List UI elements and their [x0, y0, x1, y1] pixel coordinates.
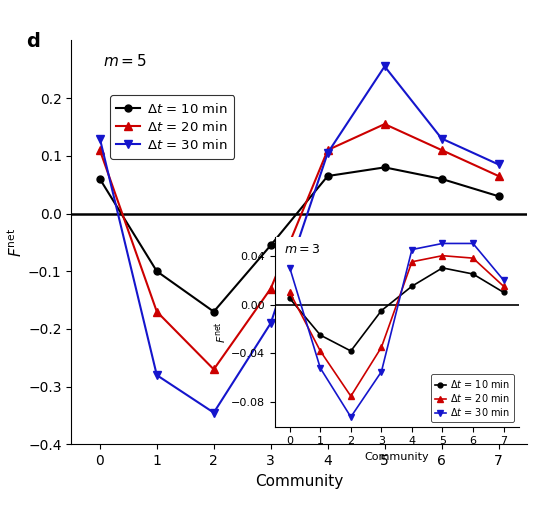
$\Delta t$ = 10 min	[495, 193, 502, 199]
$\Delta t$ = 20 min	[438, 147, 445, 153]
Text: d: d	[26, 32, 40, 52]
Y-axis label: $F^\mathrm{net}$: $F^\mathrm{net}$	[214, 321, 229, 343]
$\Delta t$ = 20 min	[439, 252, 446, 259]
$\Delta t$ = 30 min	[324, 150, 331, 156]
$\Delta t$ = 10 min	[287, 295, 293, 301]
$\Delta t$ = 30 min	[317, 365, 323, 371]
$\Delta t$ = 10 min	[317, 332, 323, 338]
$\Delta t$ = 10 min	[382, 164, 388, 170]
$\Delta t$ = 20 min	[210, 366, 217, 372]
$\Delta t$ = 20 min	[97, 147, 103, 153]
$\Delta t$ = 10 min	[97, 176, 103, 182]
$\Delta t$ = 30 min	[495, 162, 502, 168]
$\Delta t$ = 20 min	[500, 283, 507, 289]
$\Delta t$ = 30 min	[267, 320, 274, 326]
Line: $\Delta t$ = 10 min: $\Delta t$ = 10 min	[287, 266, 506, 353]
$\Delta t$ = 10 min	[324, 173, 331, 179]
$\Delta t$ = 20 min	[470, 255, 477, 261]
$\Delta t$ = 10 min	[378, 308, 385, 314]
Legend: $\Delta t$ = 10 min, $\Delta t$ = 20 min, $\Delta t$ = 30 min: $\Delta t$ = 10 min, $\Delta t$ = 20 min…	[110, 95, 234, 159]
$\Delta t$ = 10 min	[470, 271, 477, 277]
Text: $m = 5$: $m = 5$	[103, 53, 147, 69]
$\Delta t$ = 20 min	[495, 173, 502, 179]
Line: $\Delta t$ = 20 min: $\Delta t$ = 20 min	[96, 120, 503, 374]
X-axis label: Community: Community	[255, 474, 343, 489]
$\Delta t$ = 20 min	[287, 289, 293, 295]
$\Delta t$ = 10 min	[408, 283, 415, 289]
$\Delta t$ = 10 min	[500, 289, 507, 295]
$\Delta t$ = 20 min	[382, 121, 388, 127]
$\Delta t$ = 10 min	[210, 309, 217, 315]
$\Delta t$ = 30 min	[408, 246, 415, 252]
$\Delta t$ = 20 min	[154, 309, 160, 315]
Line: $\Delta t$ = 20 min: $\Delta t$ = 20 min	[287, 252, 507, 399]
$\Delta t$ = 30 min	[439, 240, 446, 246]
$\Delta t$ = 10 min	[267, 242, 274, 248]
Line: $\Delta t$ = 10 min: $\Delta t$ = 10 min	[97, 164, 502, 315]
X-axis label: Community: Community	[365, 452, 429, 462]
$\Delta t$ = 30 min	[97, 135, 103, 141]
$\Delta t$ = 20 min	[378, 344, 385, 350]
$\Delta t$ = 30 min	[382, 63, 388, 69]
Legend: $\Delta t$ = 10 min, $\Delta t$ = 20 min, $\Delta t$ = 30 min: $\Delta t$ = 10 min, $\Delta t$ = 20 min…	[430, 374, 514, 422]
$\Delta t$ = 30 min	[287, 265, 293, 271]
Y-axis label: $F^\mathrm{net}$: $F^\mathrm{net}$	[7, 228, 25, 257]
$\Delta t$ = 20 min	[317, 348, 323, 354]
$\Delta t$ = 30 min	[154, 372, 160, 378]
$\Delta t$ = 30 min	[348, 414, 354, 420]
Line: $\Delta t$ = 30 min: $\Delta t$ = 30 min	[287, 240, 507, 420]
$\Delta t$ = 20 min	[267, 285, 274, 291]
$\Delta t$ = 20 min	[324, 147, 331, 153]
$\Delta t$ = 10 min	[348, 348, 354, 354]
$\Delta t$ = 10 min	[154, 268, 160, 274]
$\Delta t$ = 20 min	[348, 393, 354, 399]
Text: $m = 3$: $m = 3$	[284, 243, 321, 256]
$\Delta t$ = 30 min	[210, 410, 217, 416]
$\Delta t$ = 30 min	[500, 277, 507, 283]
$\Delta t$ = 20 min	[408, 259, 415, 265]
Line: $\Delta t$ = 30 min: $\Delta t$ = 30 min	[96, 62, 503, 417]
$\Delta t$ = 30 min	[470, 240, 477, 246]
$\Delta t$ = 30 min	[378, 369, 385, 375]
$\Delta t$ = 30 min	[438, 135, 445, 141]
$\Delta t$ = 10 min	[439, 265, 446, 271]
$\Delta t$ = 10 min	[438, 176, 445, 182]
